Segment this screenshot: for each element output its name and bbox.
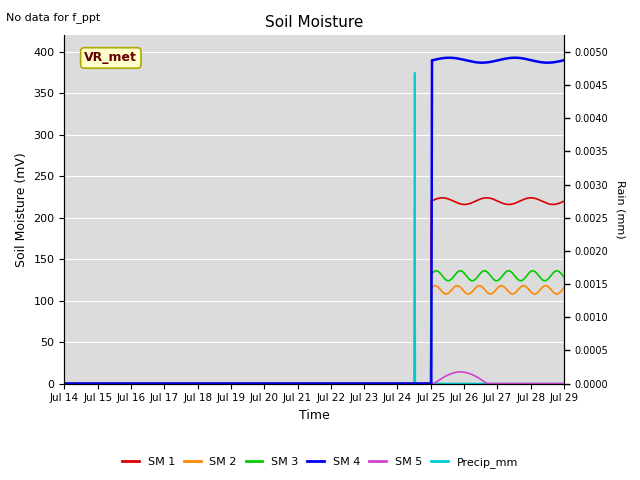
Text: VR_met: VR_met (84, 51, 137, 64)
Legend: SM 1, SM 2, SM 3, SM 4, SM 5, Precip_mm: SM 1, SM 2, SM 3, SM 4, SM 5, Precip_mm (118, 452, 522, 472)
Y-axis label: Soil Moisture (mV): Soil Moisture (mV) (15, 152, 28, 267)
Y-axis label: Rain (mm): Rain (mm) (615, 180, 625, 239)
X-axis label: Time: Time (299, 409, 330, 422)
Text: No data for f_ppt: No data for f_ppt (6, 12, 100, 23)
Title: Soil Moisture: Soil Moisture (265, 15, 364, 30)
